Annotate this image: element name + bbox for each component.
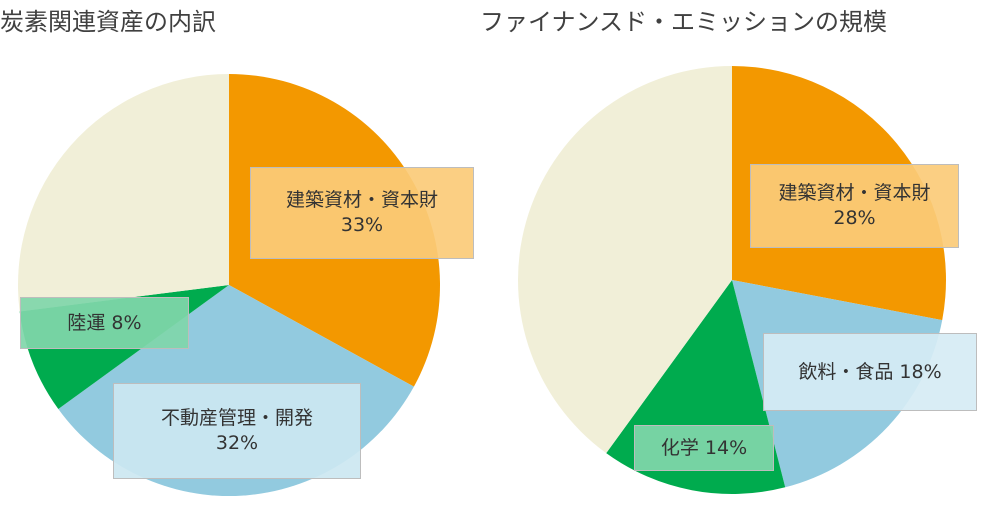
slice-name: 飲料・食品 <box>798 360 894 383</box>
pie1-slice-4 <box>17 74 229 312</box>
slice-value: 28% <box>833 207 876 229</box>
slice-name: 陸運 <box>67 311 106 334</box>
pie1-slice-1-label: 建築資材・資本財 33% <box>250 167 474 259</box>
pie2-slice-4 <box>518 66 732 454</box>
pie2-slice-1-label: 建築資材・資本財 28% <box>750 164 959 248</box>
pie1-slice-3-label: 陸運 8% <box>20 297 189 349</box>
slice-name: 建築資材・資本財 <box>285 189 438 212</box>
slice-name: 不動産管理・開発 <box>160 407 313 430</box>
chart-title-financed-emissions: ファイナンスド・エミッションの規模 <box>480 8 888 36</box>
chart-title-carbon-assets: 炭素関連資産の内訳 <box>0 8 216 36</box>
pie1-slice-2-label: 不動産管理・開発 32% <box>113 383 361 479</box>
slice-value: 33% <box>340 214 384 236</box>
slice-value: 18% <box>899 360 942 383</box>
pie2-slice-3-label: 化学 14% <box>634 425 774 471</box>
slice-name: 化学 <box>660 436 699 459</box>
slice-value: 32% <box>215 432 259 454</box>
slice-name: 建築資材・資本財 <box>778 182 931 205</box>
pie2-slice-2-label: 飲料・食品 18% <box>763 333 977 411</box>
slice-value: 14% <box>704 436 748 459</box>
slice-value: 8% <box>111 311 142 334</box>
